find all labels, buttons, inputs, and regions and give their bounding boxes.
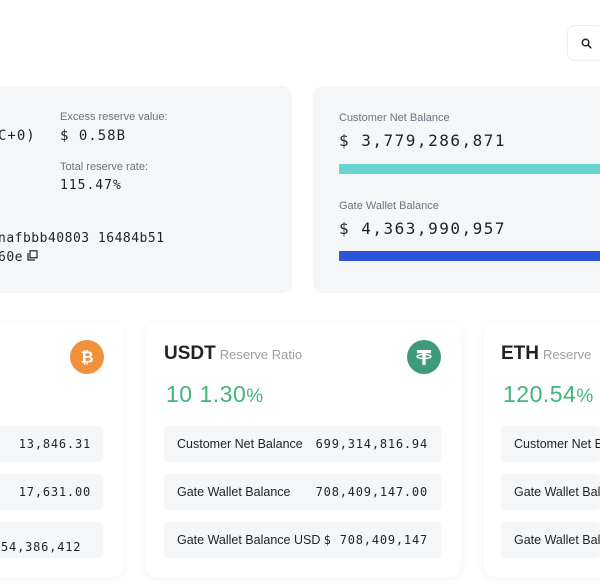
excess-reserve-value: $ 0.58B <box>60 128 127 144</box>
usdt-ratio-percent: % <box>246 386 264 407</box>
total-reserve-rate-value: 115.47% <box>60 178 122 193</box>
copy-icon[interactable] <box>27 250 38 261</box>
customer-net-balance-label: Customer Net Balance <box>339 112 450 124</box>
usdt-row-value: $ 708,409,147 <box>323 533 428 547</box>
customer-net-balance-value: $ 3,779,286,871 <box>339 131 506 150</box>
usdt-row-value: 699,314,816.94 <box>315 437 428 451</box>
usdt-row-label: Gate Wallet Balance <box>177 485 291 499</box>
merkle-hash-line2: 60e <box>0 250 23 265</box>
eth-title: ETH <box>501 343 539 364</box>
gate-wallet-balance-label: Gate Wallet Balance <box>339 200 439 212</box>
eth-ratio-percent: % <box>576 386 594 407</box>
eth-row: Gate Wallet Bala <box>501 474 600 510</box>
summary-partial-text: C+0) <box>0 128 36 144</box>
usdt-ratio-value: 10 1.30 <box>166 381 247 407</box>
eth-row-label: Gate Wallet Bala <box>514 485 600 499</box>
usdt-row: Gate Wallet Balance USD $ 708,409,147 <box>164 522 441 558</box>
tether-icon <box>407 340 441 374</box>
eth-row-label: Gate Wallet Bala <box>514 533 600 547</box>
wallet-balance-bar <box>339 251 600 261</box>
usdt-row-value: 708,409,147.00 <box>315 485 428 499</box>
customer-balance-bar <box>339 164 600 174</box>
search-button[interactable] <box>567 25 600 61</box>
bitcoin-icon: ₿ <box>70 340 104 374</box>
btc-row: 13,846.31 <box>0 426 103 462</box>
usdt-row: Customer Net Balance 699,314,816.94 <box>164 426 441 462</box>
usdt-row-label: Customer Net Balance <box>177 437 303 451</box>
gate-wallet-balance-value: $ 4,363,990,957 <box>339 219 506 238</box>
eth-row: Gate Wallet Bala <box>501 522 600 558</box>
eth-ratio-value: 120.54 <box>503 381 577 407</box>
reserve-summary-panel <box>0 86 292 293</box>
btc-gate-wallet-balance-usd-value: $ 754,386,412 <box>0 526 82 554</box>
eth-title-group: ETH Reserve <box>501 343 591 365</box>
eth-row-label: Customer Net B <box>514 437 600 451</box>
merkle-hash-line1: nafbbb40803 16484b51 <box>0 231 165 246</box>
usdt-reserve-ratio: 10 1.30% <box>166 381 264 408</box>
btc-row: $ 754,386,412 <box>0 522 103 558</box>
usdt-subtitle: Reserve Ratio <box>219 347 303 362</box>
usdt-row: Gate Wallet Balance 708,409,147.00 <box>164 474 441 510</box>
btc-row: 17,631.00 <box>0 474 103 510</box>
svg-text:₿: ₿ <box>80 348 93 367</box>
usdt-title: USDT <box>164 343 216 364</box>
eth-reserve-ratio: 120.54% <box>503 381 594 408</box>
total-reserve-rate-label: Total reserve rate: <box>60 161 149 173</box>
eth-row: Customer Net B <box>501 426 600 462</box>
btc-customer-net-balance-value: 13,846.31 <box>18 437 91 451</box>
eth-subtitle: Reserve <box>543 347 592 362</box>
usdt-title-group: USDT Reserve Ratio <box>164 343 302 365</box>
excess-reserve-label: Excess reserve value: <box>60 111 168 123</box>
usdt-row-label: Gate Wallet Balance USD <box>177 533 321 547</box>
btc-gate-wallet-balance-value: 17,631.00 <box>18 485 91 499</box>
search-icon <box>581 38 592 49</box>
